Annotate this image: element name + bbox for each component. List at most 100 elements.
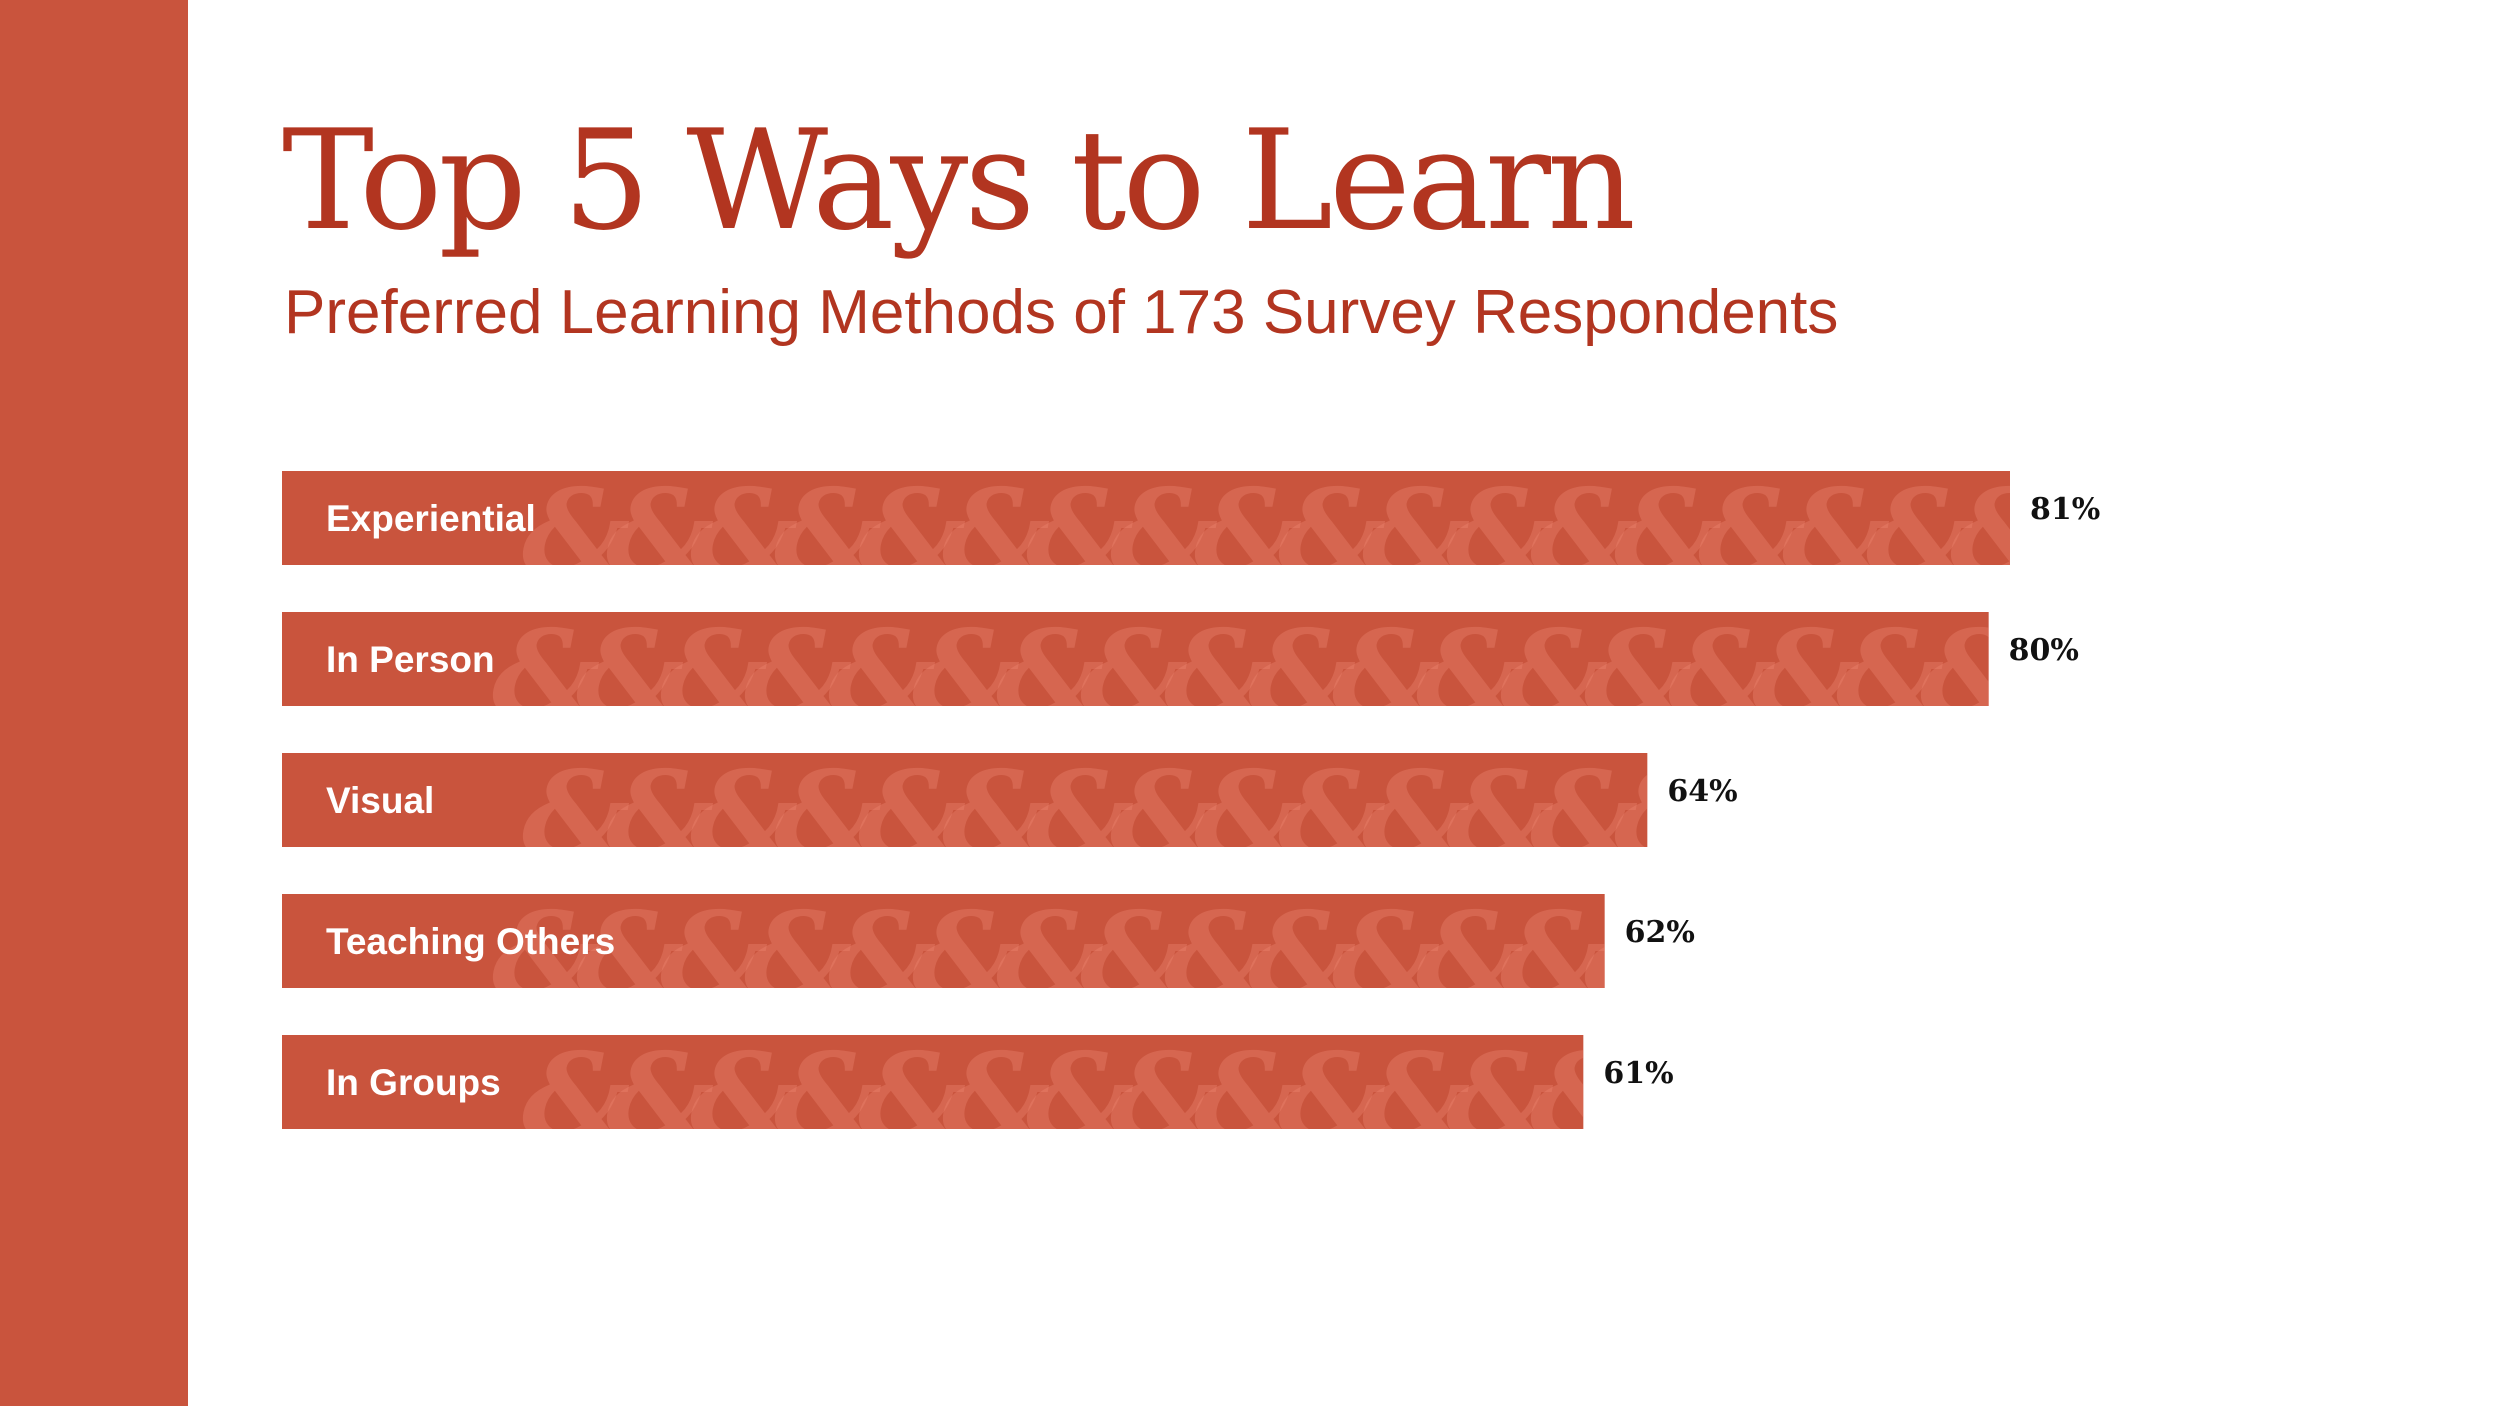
- ampersand-glyph: &: [2004, 604, 2112, 745]
- ampersand-glyph: &: [1920, 604, 2028, 745]
- ampersand-glyph: &: [1110, 1027, 1218, 1168]
- bar-pattern: &&&&&&&&&&&&&&&: [522, 745, 1806, 886]
- ampersand-glyph: &: [606, 463, 714, 604]
- ampersand-glyph: &: [690, 745, 798, 886]
- ampersand-glyph: &: [660, 604, 768, 745]
- ampersand-glyph: &: [1614, 463, 1722, 604]
- ampersand-glyph: &: [606, 745, 714, 886]
- ampersand-glyph: &: [1362, 463, 1470, 604]
- ampersand-glyph: &: [942, 1027, 1050, 1168]
- ampersand-glyph: &: [1584, 604, 1692, 745]
- ampersand-glyph: &: [996, 886, 1104, 1027]
- ampersand-glyph: &: [1026, 463, 1134, 604]
- ampersand-glyph: &: [1530, 463, 1638, 604]
- ampersand-glyph: &: [1698, 463, 1806, 604]
- ampersand-glyph: &: [1362, 1027, 1470, 1168]
- ampersand-glyph: &: [1782, 463, 1890, 604]
- bar-value-label: 62%: [1625, 915, 1695, 950]
- ampersand-glyph: &: [1698, 745, 1806, 886]
- bar: [282, 894, 1605, 988]
- ampersand-glyph: &: [1500, 886, 1608, 1027]
- ampersand-glyph: &: [1668, 886, 1776, 1027]
- ampersand-glyph: &: [1446, 463, 1554, 604]
- ampersand-glyph: &: [1530, 1027, 1638, 1168]
- ampersand-glyph: &: [942, 463, 1050, 604]
- ampersand-glyph: &: [1950, 463, 2058, 604]
- ampersand-glyph: &: [828, 604, 936, 745]
- bar-category-label: In Groups: [326, 1062, 501, 1103]
- ampersand-glyph: &: [828, 886, 936, 1027]
- ampersand-glyph: &: [1278, 463, 1386, 604]
- ampersand-glyph: &: [858, 463, 966, 604]
- ampersand-glyph: &: [1530, 745, 1638, 886]
- ampersand-glyph: &: [912, 604, 1020, 745]
- ampersand-glyph: &: [2034, 463, 2142, 604]
- chart-subtitle: Preferred Learning Methods of 173 Survey…: [284, 278, 1839, 347]
- bar-value-label: 64%: [1667, 774, 1737, 809]
- side-band: [0, 0, 188, 1406]
- ampersand-glyph: &: [1446, 1027, 1554, 1168]
- ampersand-glyph: &: [774, 463, 882, 604]
- ampersand-glyph: &: [858, 745, 966, 886]
- ampersand-glyph: &: [996, 604, 1104, 745]
- bar-category-label: Visual: [326, 780, 434, 821]
- ampersand-glyph: &: [1248, 604, 1356, 745]
- ampersand-glyph: &: [576, 604, 684, 745]
- ampersand-glyph: &: [1194, 1027, 1302, 1168]
- ampersand-glyph: &: [1584, 886, 1692, 1027]
- bar: [282, 471, 2010, 565]
- bar-value-label: 80%: [2009, 633, 2079, 668]
- ampersand-glyph: &: [1332, 886, 1440, 1027]
- ampersand-glyph: &: [1026, 745, 1134, 886]
- bar: [282, 753, 1648, 847]
- ampersand-glyph: &: [1080, 886, 1188, 1027]
- ampersand-glyph: &: [774, 1027, 882, 1168]
- ampersand-glyph: &: [1614, 745, 1722, 886]
- ampersand-glyph: &: [1416, 604, 1524, 745]
- bar-pattern: &&&&&&&&&&&&&&&&&&&: [492, 604, 2112, 745]
- ampersand-glyph: &: [1080, 604, 1188, 745]
- ampersand-glyph: &: [1194, 745, 1302, 886]
- bar-category-label: Teaching Others: [326, 921, 615, 962]
- ampersand-glyph: &: [1332, 604, 1440, 745]
- ampersand-glyph: &: [576, 886, 684, 1027]
- ampersand-glyph: &: [492, 886, 600, 1027]
- ampersand-glyph: &: [1866, 463, 1974, 604]
- ampersand-glyph: &: [660, 886, 768, 1027]
- ampersand-glyph: &: [690, 463, 798, 604]
- ampersand-glyph: &: [1752, 604, 1860, 745]
- ampersand-glyph: &: [942, 745, 1050, 886]
- ampersand-glyph: &: [522, 745, 630, 886]
- ampersand-glyph: &: [522, 1027, 630, 1168]
- ampersand-glyph: &: [492, 604, 600, 745]
- ampersand-glyph: &: [1110, 463, 1218, 604]
- bar-category-label: Experiential: [326, 498, 536, 539]
- ampersand-glyph: &: [606, 1027, 714, 1168]
- ampersand-glyph: &: [774, 745, 882, 886]
- bar: [282, 612, 1989, 706]
- ampersand-glyph: &: [1248, 886, 1356, 1027]
- ampersand-glyph: &: [1164, 604, 1272, 745]
- ampersand-glyph: &: [744, 604, 852, 745]
- ampersand-glyph: &: [522, 463, 630, 604]
- bar-pattern: &&&&&&&&&&&&&&&: [492, 886, 1776, 1027]
- ampersand-glyph: &: [1110, 745, 1218, 886]
- bar: [282, 1035, 1584, 1129]
- bar-pattern: &&&&&&&&&&&&&&&&&&&: [522, 463, 2142, 604]
- ampersand-glyph: &: [690, 1027, 798, 1168]
- ampersand-glyph: &: [1278, 745, 1386, 886]
- chart-title: Top 5 Ways to Learn: [282, 100, 1636, 261]
- ampersand-glyph: &: [1446, 745, 1554, 886]
- ampersand-glyph: &: [1026, 1027, 1134, 1168]
- ampersand-glyph: &: [1194, 463, 1302, 604]
- ampersand-glyph: &: [912, 886, 1020, 1027]
- bar-pattern: &&&&&&&&&&&&&&: [522, 1027, 1722, 1168]
- bar-value-label: 81%: [2030, 492, 2100, 527]
- ampersand-glyph: &: [1416, 886, 1524, 1027]
- ampersand-glyph: &: [1362, 745, 1470, 886]
- ampersand-glyph: &: [1614, 1027, 1722, 1168]
- ampersand-glyph: &: [744, 886, 852, 1027]
- ampersand-glyph: &: [1668, 604, 1776, 745]
- ampersand-glyph: &: [1164, 886, 1272, 1027]
